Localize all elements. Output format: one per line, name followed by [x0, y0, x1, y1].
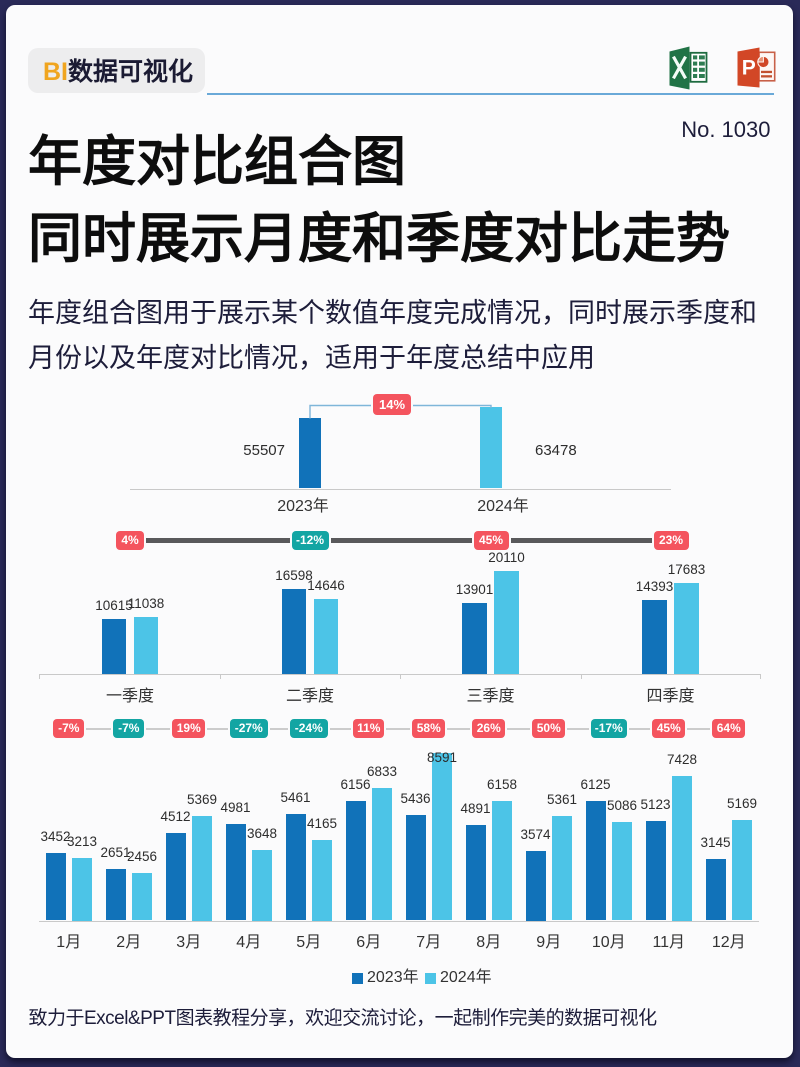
svg-text:P: P — [742, 56, 756, 79]
